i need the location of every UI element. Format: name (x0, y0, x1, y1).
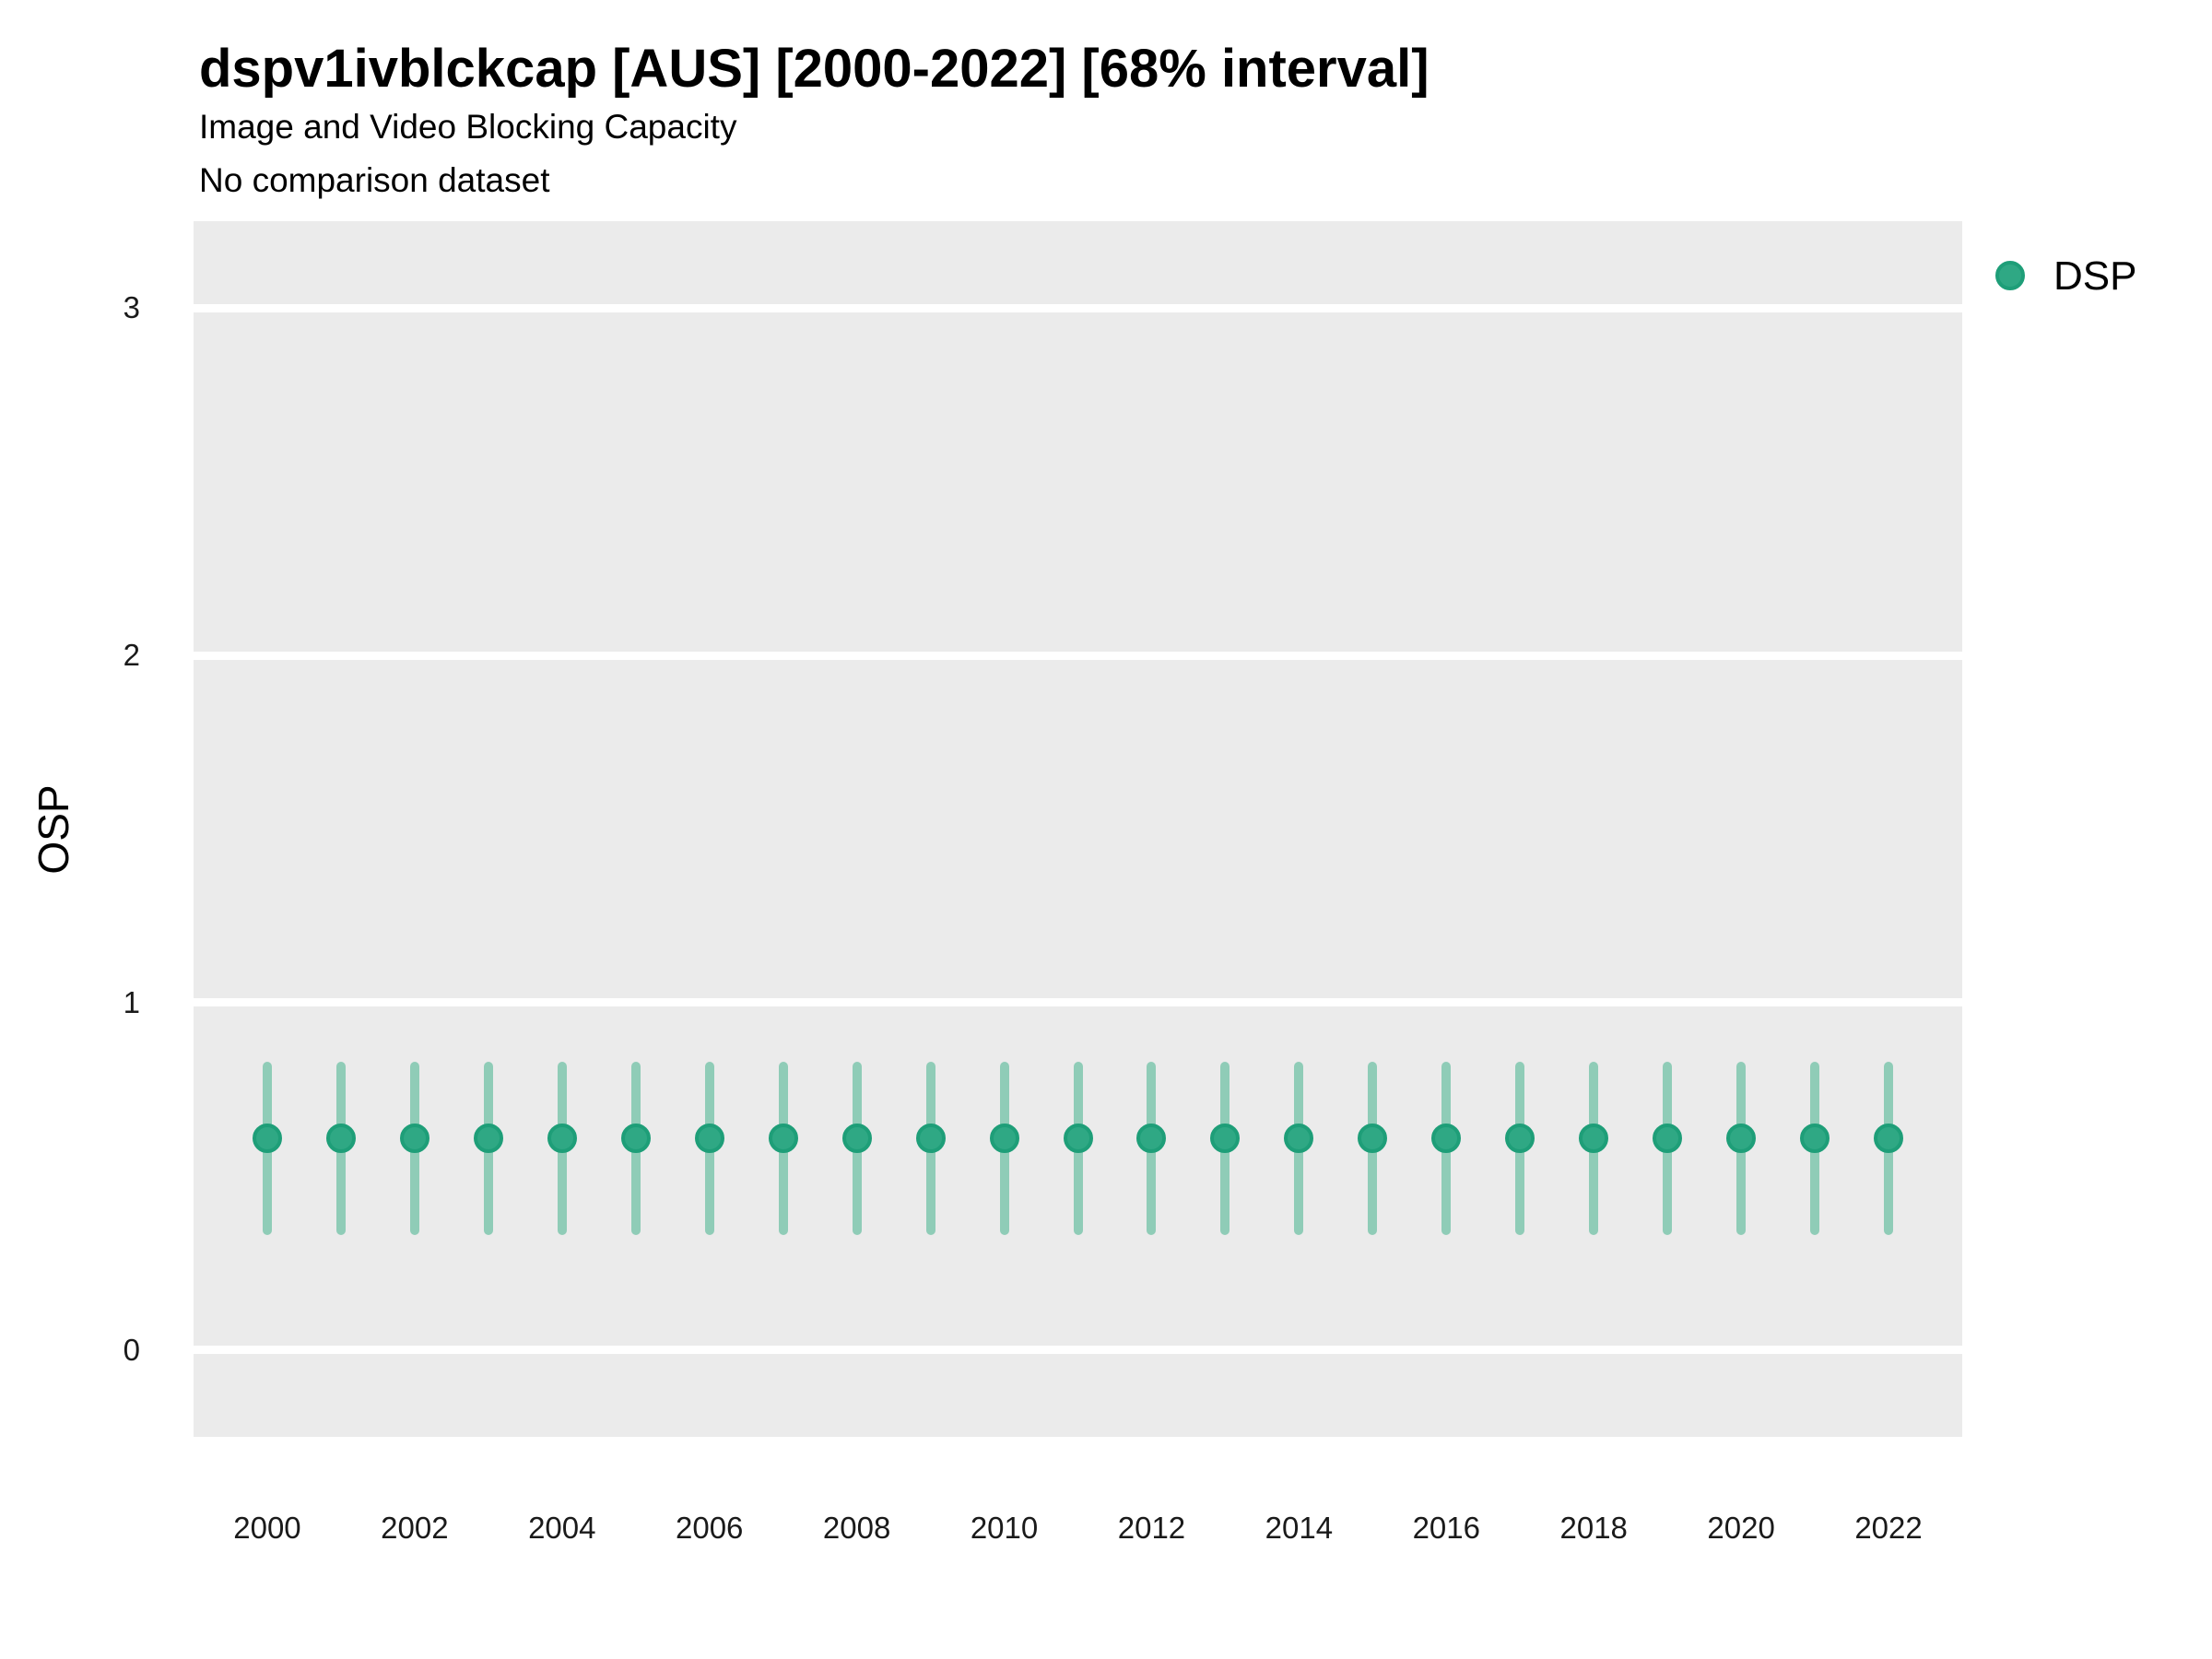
data-point (841, 1123, 872, 1153)
chart-subtitle: Image and Video Blocking Capacity (199, 108, 737, 146)
x-tick-label: 2010 (970, 1511, 1039, 1545)
x-tick-label: 2014 (1265, 1511, 1334, 1545)
data-point (252, 1123, 282, 1153)
data-point (547, 1123, 577, 1153)
legend-label-dsp: DSP (2053, 253, 2137, 299)
data-point (1653, 1123, 1683, 1153)
data-point (1210, 1123, 1241, 1153)
plot-panel (194, 221, 1962, 1437)
comparison-note: No comparison dataset (199, 161, 550, 199)
data-point (1063, 1123, 1093, 1153)
x-tick-label: 2006 (675, 1511, 744, 1545)
data-point (1726, 1123, 1757, 1153)
x-tick-label: 2002 (381, 1511, 449, 1545)
gridline-y3 (194, 303, 1962, 312)
y-axis-label: OSP (29, 784, 77, 875)
data-point (1505, 1123, 1535, 1153)
y-tick-label: 0 (123, 1332, 140, 1367)
gridline-y1 (194, 998, 1962, 1007)
gridline-y2 (194, 651, 1962, 660)
data-point (325, 1123, 356, 1153)
chart-title: dspv1ivblckcap [AUS] [2000-2022] [68% in… (199, 39, 1430, 99)
data-point (1136, 1123, 1167, 1153)
y-tick-label: 1 (123, 984, 140, 1019)
data-point (1431, 1123, 1462, 1153)
data-point (1800, 1123, 1830, 1153)
data-point (1874, 1123, 1904, 1153)
x-tick-label: 2004 (528, 1511, 596, 1545)
legend-marker-dsp-icon (1995, 261, 2025, 290)
data-point (1284, 1123, 1314, 1153)
data-point (694, 1123, 724, 1153)
data-point (399, 1123, 429, 1153)
data-point (768, 1123, 798, 1153)
data-point (1579, 1123, 1609, 1153)
data-point (473, 1123, 503, 1153)
data-point (989, 1123, 1019, 1153)
data-point (915, 1123, 946, 1153)
y-tick-label: 2 (123, 638, 140, 673)
x-tick-label: 2022 (1854, 1511, 1923, 1545)
x-tick-label: 2008 (822, 1511, 891, 1545)
x-tick-label: 2018 (1559, 1511, 1628, 1545)
data-point (1358, 1123, 1388, 1153)
data-point (620, 1123, 651, 1153)
y-tick-label: 3 (123, 290, 140, 325)
x-tick-label: 2016 (1412, 1511, 1480, 1545)
x-tick-label: 2012 (1117, 1511, 1186, 1545)
x-tick-label: 2020 (1707, 1511, 1775, 1545)
x-tick-label: 2000 (233, 1511, 301, 1545)
gridline-y0 (194, 1346, 1962, 1355)
